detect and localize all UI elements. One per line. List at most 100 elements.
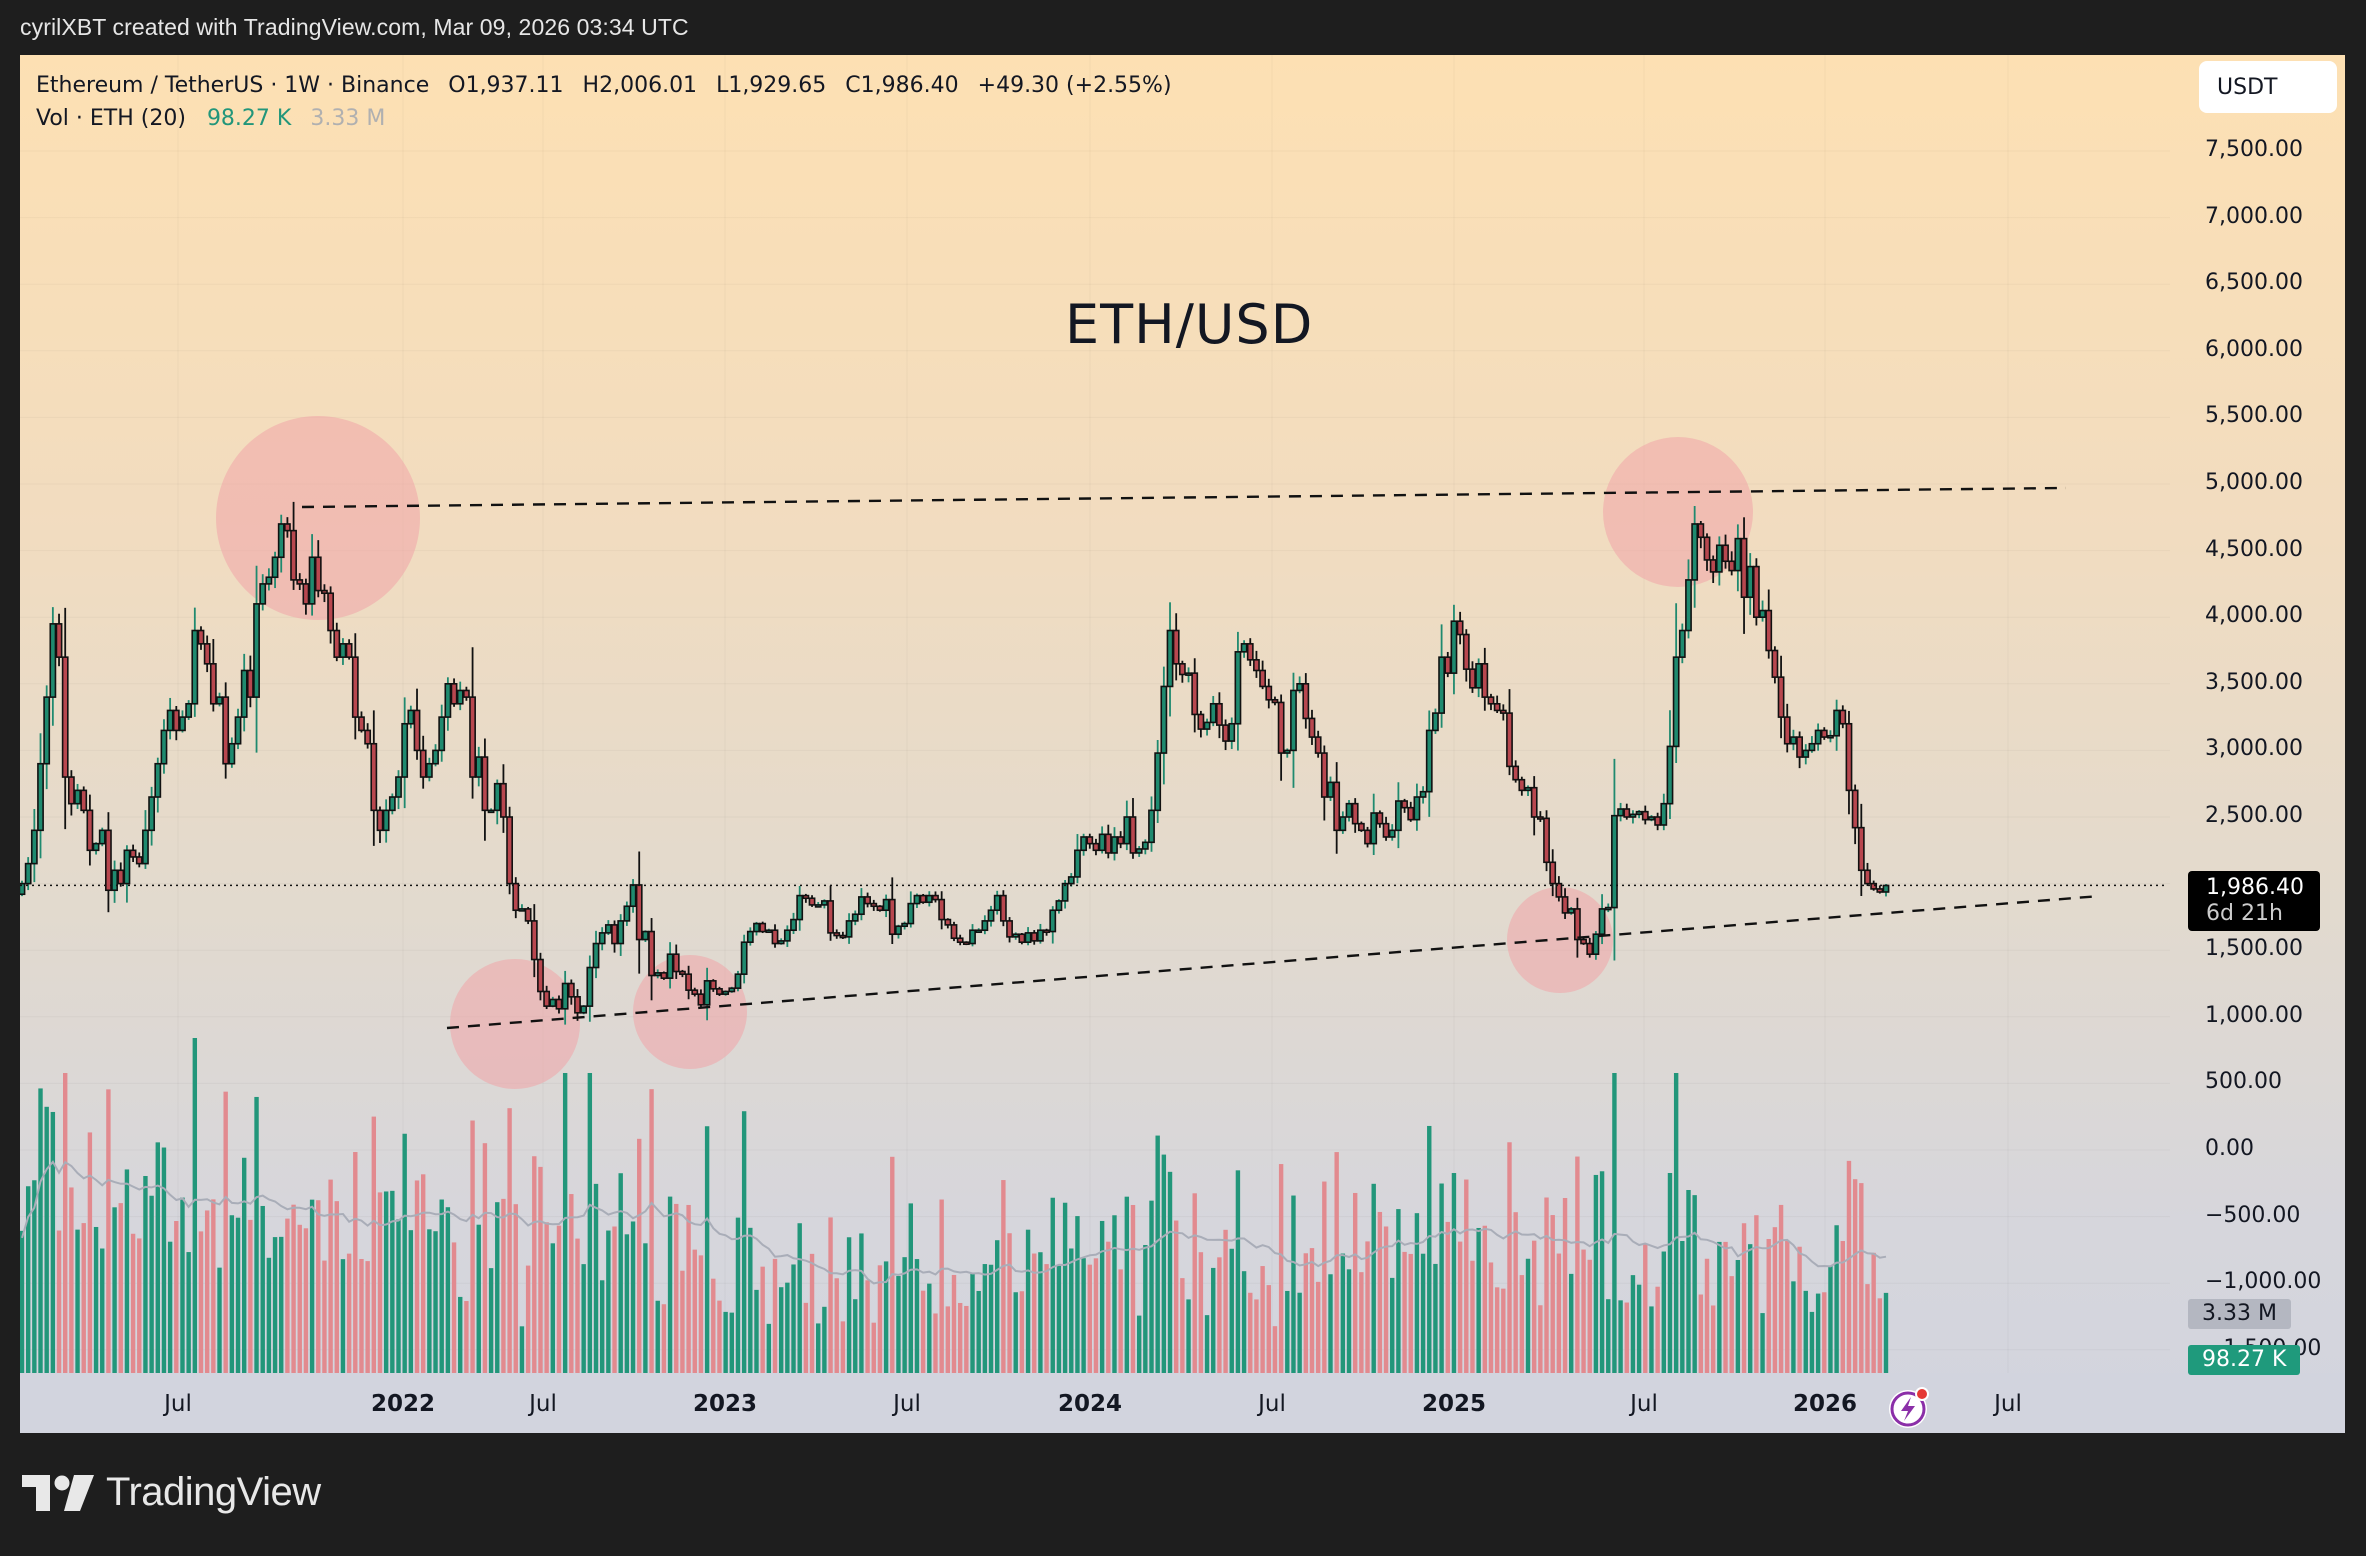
candle-down [1845,722,1853,792]
candle-up [1413,796,1421,821]
candle-up [1827,734,1834,739]
volume-bar [1470,1260,1475,1373]
lightning-alert-icon[interactable] [1886,1385,1932,1431]
volume-bar [38,1088,43,1373]
candle-up [1629,813,1637,818]
candle-up [666,953,674,979]
volume-bar [1772,1227,1778,1373]
resistance-trendline [301,486,2067,509]
candle-down [1654,816,1662,826]
candle-up [265,576,273,585]
time-axis[interactable]: Jul 2022 Jul 2023 Jul 2024 Jul 2025 Jul 2026 Jul [20,1373,2345,1433]
volume-bar [939,1199,944,1373]
candle-up [92,842,100,852]
volume-bar [1785,1240,1790,1373]
volume-bar [328,1179,333,1373]
volume-bar [50,1111,56,1373]
volume-bar [1124,1196,1130,1373]
volume-bar [1815,1293,1821,1373]
candle-down [506,816,514,885]
volume-bar [1241,1271,1247,1373]
currency-button[interactable]: USDT [2199,61,2337,113]
highlight-circle [1603,437,1753,587]
candle-down [1382,822,1390,838]
candle-down [1864,869,1871,885]
candle-up [518,908,526,912]
volume-bar [266,1257,272,1373]
volume-bar [1359,1272,1364,1373]
volume-bar [476,1224,481,1373]
volume-bar [1340,1253,1346,1373]
candle-up [1432,712,1439,732]
candle-up [1425,729,1433,793]
candle-up [1327,781,1334,798]
candle-down [117,869,125,885]
candle-down [1043,929,1050,934]
candle-up [820,900,828,906]
candle-down [364,729,372,745]
candle-down [1253,659,1260,672]
candle-down [827,900,834,934]
volume-bar [420,1174,426,1373]
candle-down [1580,938,1587,945]
volume-bar [1371,1183,1376,1373]
candle-up [1234,651,1242,725]
candle-up [432,749,439,765]
candle-down [209,663,217,705]
volume-bar [1346,1269,1352,1373]
candle-down [944,918,952,926]
price-axis-label: 1,500.00 [2205,936,2303,962]
candle-down [1333,781,1341,832]
volume-bar [1260,1266,1265,1373]
chart-panel[interactable]: Ethereum / TetherUS · 1W · Binance O1,93… [20,55,2345,1433]
candle-down [660,972,668,979]
volume-bar [316,1200,321,1373]
volume-label[interactable]: Vol · ETH (20) [36,106,186,131]
candle-up [123,849,131,885]
candle-up [1685,579,1692,632]
volume-bar [618,1173,623,1373]
candle-up [858,896,865,916]
volume-bar [698,1255,704,1373]
volume-bar [1180,1278,1185,1373]
symbol-label[interactable]: Ethereum / TetherUS · 1W · Binance [36,73,430,98]
volume-bar [692,1249,697,1373]
candle-down [314,556,322,592]
candle-down [1771,649,1779,678]
volume-bar [562,1073,568,1373]
candle-down [462,689,470,698]
candle-down [685,973,692,991]
volume-bar [303,1228,309,1373]
tradingview-logo[interactable]: TradingView [22,1470,321,1515]
candle-down [771,929,779,945]
price-axis-label: 500.00 [2205,1069,2282,1095]
candle-up [1567,908,1575,914]
volume-bar [1852,1179,1858,1373]
candle-down [962,941,970,946]
volume-bar [711,1278,716,1373]
candle-down [1493,702,1501,712]
candle-up [438,716,446,752]
volume-bar [1531,1240,1537,1373]
volume-bar [1599,1171,1605,1373]
volume-bar [1723,1241,1728,1373]
candle-up [1123,816,1131,845]
candle-down [870,902,878,908]
volume-bar [1519,1275,1525,1373]
candle-down [1623,808,1631,818]
candle-down [1376,812,1384,825]
volume-bar [1624,1302,1629,1373]
price-axis-label: 0.00 [2205,1136,2254,1161]
volume-bar [1013,1292,1018,1373]
price-chart-canvas[interactable] [20,55,2345,1373]
volume-bar [667,1196,673,1373]
volume-bar [161,1147,167,1373]
candle-up [148,796,156,832]
candle-down [1703,536,1711,561]
candle-down [802,894,810,900]
price-axis-label: 6,500.00 [2205,270,2303,296]
volume-bar [192,1038,198,1373]
candle-up [1734,537,1742,572]
volume-bar [1680,1241,1685,1373]
volume-bar [1717,1241,1722,1373]
